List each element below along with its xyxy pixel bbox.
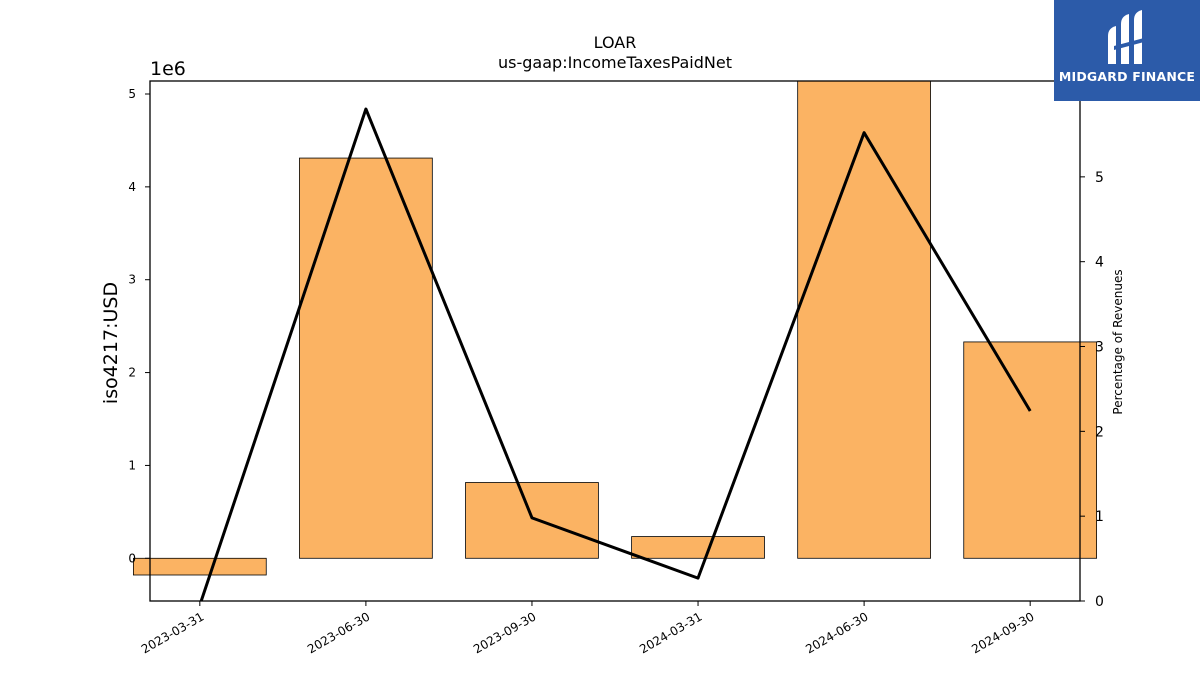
y-right-tick-label: 3 — [1095, 340, 1104, 356]
x-tick-label: 2023-09-30 — [471, 609, 538, 656]
y-right-tick-label: 2 — [1095, 424, 1104, 440]
x-tick-label: 2024-03-31 — [637, 609, 704, 656]
y-left-ticks: 0 1 2 3 4 5 — [128, 87, 150, 565]
x-ticks: 2023-03-31 2023-06-30 2023-09-30 2024-03-31… — [139, 601, 1037, 656]
y-left-tick-label: 0 — [128, 551, 136, 565]
bar — [132, 557, 267, 576]
logo-mark-icon — [1108, 10, 1144, 64]
logo-text: MIDGARD FINANCE — [1058, 69, 1196, 84]
y-right-label: Percentage of Revenues — [1111, 269, 1125, 414]
y-right-tick-label: 1 — [1095, 509, 1104, 525]
bar — [299, 157, 433, 559]
y-right-tick-label: 5 — [1095, 170, 1104, 186]
chart-subtitle: us-gaap:IncomeTaxesPaidNet — [498, 53, 732, 72]
bar — [631, 536, 765, 559]
x-tick-label: 2023-06-30 — [305, 609, 372, 656]
brand-logo: MIDGARD FINANCE — [1054, 0, 1200, 101]
bar — [465, 482, 599, 559]
y-right-tick-label: 0 — [1095, 594, 1104, 610]
chart-title: LOAR — [594, 33, 637, 52]
series-line — [199, 107, 1032, 601]
y-right-tick-label: 4 — [1095, 255, 1104, 271]
y-left-tick-label: 1 — [128, 458, 136, 472]
y-left-tick-label: 4 — [128, 180, 136, 194]
bar — [797, 80, 931, 559]
x-tick-label: 2024-09-30 — [969, 609, 1036, 656]
line-series — [199, 107, 1032, 601]
y-left-multiplier: 1e6 — [150, 58, 186, 80]
x-tick-label: 2023-03-31 — [139, 609, 206, 656]
y-left-tick-label: 3 — [128, 273, 136, 287]
y-left-tick-label: 5 — [128, 87, 136, 101]
x-tick-label: 2024-06-30 — [803, 609, 870, 656]
y-right-ticks: 0 1 2 3 4 5 — [1080, 170, 1104, 610]
bar-series — [132, 80, 1098, 576]
bar — [963, 341, 1098, 559]
plot-frame — [149, 80, 1081, 602]
y-left-label: iso4217:USD — [100, 282, 122, 404]
y-left-tick-label: 2 — [128, 366, 136, 380]
